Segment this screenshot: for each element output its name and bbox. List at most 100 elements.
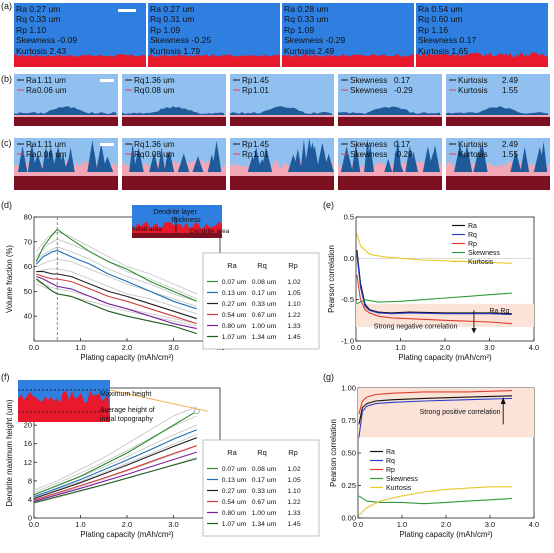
x-axis-label: Plating capacity (mAh/cm²) xyxy=(398,353,492,362)
stat-line: Ra 0.54 um xyxy=(418,4,463,14)
tile-value-1: 1.11 um xyxy=(37,140,66,149)
legend-label: Ra xyxy=(468,223,477,230)
tile-value-2: 1.01 xyxy=(253,86,269,95)
surface-line xyxy=(14,115,118,117)
x-tick-label: 2.0 xyxy=(441,520,451,529)
tile-value-2: 1.55 xyxy=(502,150,518,159)
series-line-6 xyxy=(33,458,197,504)
y-tick-label: 0.25 xyxy=(341,481,356,490)
dendrite-tree xyxy=(192,156,204,172)
series-line-rp xyxy=(358,390,513,415)
inset-label-initial: Initial area xyxy=(132,226,162,233)
stat-line: Skewness -0.25 xyxy=(150,35,212,46)
tile-value-2: 0.06 um xyxy=(37,150,67,159)
annotation-ra-rq: Ra Rq xyxy=(490,308,510,315)
legend-label: Kurtosis xyxy=(468,259,494,266)
y-axis-label: Pearson correlation xyxy=(327,245,336,313)
gray-series-line xyxy=(36,268,197,315)
tile-metric-name: Kurtosis xyxy=(458,150,488,159)
table-cell: 1.10 xyxy=(287,488,300,495)
y-tick-label: 0.00 xyxy=(341,514,356,523)
series-line-1 xyxy=(35,228,198,302)
dendrite-tree xyxy=(457,151,468,172)
dendrite-tree xyxy=(27,142,37,172)
series-line-5 xyxy=(33,451,197,502)
stat-line: Ra 0.27 um xyxy=(150,4,195,14)
row-a-stats-4: Ra 0.54 um Rq 0.60 um Rp 1.16 Skewness 0.17… xyxy=(418,4,476,56)
series-line-4 xyxy=(36,273,197,325)
series-line-kurtosis xyxy=(358,486,512,516)
dendrite-tree xyxy=(129,143,137,172)
row-a-tile-2 xyxy=(148,3,280,67)
tile-value-2: 0.06 um xyxy=(37,86,67,95)
table-cell: 1.33 xyxy=(287,323,300,330)
tile-metric-name: Ra xyxy=(26,76,37,85)
series-line-rq xyxy=(356,254,512,316)
series-line-1 xyxy=(33,410,198,496)
tile-metric-name: Rp xyxy=(242,76,253,85)
dendrite-tree xyxy=(207,154,216,172)
series-line-4 xyxy=(33,445,197,501)
panel-label-d: (d) xyxy=(1,200,12,210)
stat-line: Kurtosis 1.65 xyxy=(418,45,469,56)
row-c-tile-5: Kurtosis 2.49 Kurtosis 1.55 xyxy=(446,138,550,190)
gray-series-line xyxy=(36,281,197,325)
inset-label-layer: Dendrite layer xyxy=(153,209,197,216)
stat-line: Skewness -0.09 xyxy=(16,35,78,46)
stat-line: Rp 1.10 xyxy=(16,24,47,35)
dendrite-tree xyxy=(340,146,353,172)
table-cell: 1.05 xyxy=(287,290,300,297)
row-a-tile-3 xyxy=(282,3,414,67)
table-cell: 0.33 um xyxy=(252,301,277,308)
y-tick-label: 0.0 xyxy=(344,254,354,263)
table-header: Rq xyxy=(257,448,267,457)
table-header: Ra xyxy=(227,448,237,457)
table-cell: 0.13 um xyxy=(222,477,247,484)
table-header: Ra xyxy=(227,261,237,270)
scale-bar xyxy=(100,143,114,146)
row-a-stats-2: Ra 0.27 um Rq 0.31 um Rp 1.09 Skewness -0.2… xyxy=(150,4,211,56)
x-tick-label: 3.0 xyxy=(485,520,495,529)
tile-value-1: 0.17 xyxy=(394,140,410,149)
x-tick-label: 1.0 xyxy=(75,520,85,529)
x-axis-label: Plating capacity (mAh/cm²) xyxy=(80,530,174,539)
legend: Ra Rq Rp Skewness Kurtosis xyxy=(452,223,500,266)
substrate xyxy=(446,117,550,126)
gray-series-line xyxy=(35,231,197,295)
series-line-ra xyxy=(358,395,513,425)
table-cell: 0.13 um xyxy=(222,290,247,297)
y-tick-label: 0.75 xyxy=(341,416,356,425)
table-cell: 0.08 um xyxy=(252,466,277,473)
stat-line: Rq 0.33 um xyxy=(16,14,61,25)
tile-value-1: 1.36 um xyxy=(145,140,175,149)
legend-label: Skewness xyxy=(386,476,418,483)
chart-f-dendrite-max-height: 0.01.02.03.04.004812162024Plating capaci… xyxy=(5,380,320,539)
panel-label-f: (f) xyxy=(1,372,10,382)
x-tick-label: 0.0 xyxy=(351,343,361,352)
tile-legend: Skewness 0.17 Skewness -0.29 xyxy=(341,140,413,159)
series-line-2 xyxy=(35,249,197,310)
substrate xyxy=(338,176,442,190)
table-cell: 1.34 um xyxy=(252,334,277,341)
table-cell: 0.27 um xyxy=(222,301,247,308)
legend-label: Rp xyxy=(386,467,395,474)
stat-line: Skewness 0.17 xyxy=(418,35,477,46)
annotation-arrowhead xyxy=(471,328,477,334)
substrate xyxy=(14,176,118,190)
table-cell: 1.10 xyxy=(287,301,300,308)
series-line-6 xyxy=(35,278,197,335)
tile-value-1: 0.17 xyxy=(394,76,410,85)
tile-metric-name: Rq xyxy=(134,86,145,95)
table-cell: 1.22 xyxy=(287,499,300,506)
x-tick-label: 3.0 xyxy=(484,343,494,352)
x-tick-label: 3.0 xyxy=(168,343,178,352)
inset-deposit xyxy=(18,390,110,422)
legend: Ra Rq Rp Skewness Kurtosis xyxy=(370,449,418,492)
substrate xyxy=(446,176,550,190)
y-axis-label: Volume fraction (%) xyxy=(5,245,14,313)
panel-label-g: (g) xyxy=(323,372,334,382)
surface-profile xyxy=(282,54,414,67)
